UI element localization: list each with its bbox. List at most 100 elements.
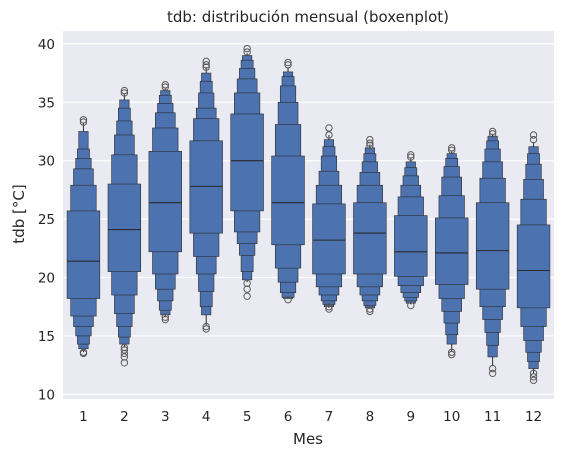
month-6-boxen (271, 58, 305, 304)
box-level-1 (353, 202, 387, 275)
box-level-1 (230, 113, 264, 212)
outlier-point (448, 350, 456, 359)
outlier-point (120, 353, 129, 361)
month-5-boxen (230, 44, 264, 300)
outlier-point (243, 44, 251, 53)
plot-background (63, 31, 554, 399)
outlier-point (325, 131, 333, 139)
outlier-point (161, 313, 169, 321)
box-level-1 (189, 140, 223, 234)
outlier-point (325, 305, 333, 313)
x-tick-3: 3 (161, 409, 170, 425)
x-tick-labels: 1 2 3 4 5 6 7 8 9 10 11 12 (79, 409, 542, 425)
outlier-point (529, 135, 538, 144)
outlier-point (120, 359, 129, 367)
outlier-point (243, 285, 251, 293)
outlier-point (488, 369, 497, 377)
outlier-point (284, 61, 292, 69)
chart-title: tdb: distribución mensual (boxenplot) (167, 8, 449, 26)
outlier-point (202, 57, 210, 66)
x-tick-2: 2 (120, 409, 129, 425)
y-tick-35: 35 (38, 95, 55, 111)
x-tick-11: 11 (484, 409, 501, 425)
outlier-point (161, 315, 169, 324)
outlier-point (243, 48, 251, 56)
x-tick-1: 1 (79, 409, 88, 425)
outlier-point (407, 151, 415, 159)
outlier-point (202, 325, 210, 333)
x-tick-12: 12 (525, 409, 542, 425)
x-tick-4: 4 (202, 409, 211, 425)
y-tick-30: 30 (38, 154, 55, 170)
x-tick-9: 9 (406, 409, 415, 425)
x-tick-7: 7 (325, 409, 334, 425)
outlier-point (366, 305, 374, 313)
box-level-1 (475, 202, 510, 290)
outlier-point (120, 349, 129, 358)
outlier-point (448, 348, 456, 356)
month-2-boxen (107, 86, 142, 367)
boxen-series (66, 44, 551, 385)
outlier-point (120, 86, 129, 95)
outlier-point (202, 322, 210, 331)
box-level-1 (148, 151, 182, 253)
outlier-point (488, 130, 497, 138)
month-4-boxen (189, 57, 223, 333)
outlier-point (120, 343, 129, 352)
outlier-point (325, 303, 333, 311)
box-level-1 (312, 203, 346, 275)
y-tick-40: 40 (38, 37, 55, 53)
outlier-point (448, 144, 456, 152)
outlier-point (488, 127, 497, 136)
outlier-point (79, 116, 88, 124)
outlier-point (243, 279, 251, 288)
outlier-point (202, 63, 210, 71)
outlier-point (529, 131, 538, 139)
outlier-point (284, 295, 292, 304)
box-level-1 (271, 155, 305, 246)
month-12-boxen (516, 131, 551, 385)
outlier-point (366, 307, 374, 316)
outlier-point (366, 139, 374, 147)
y-tick-10: 10 (38, 387, 55, 403)
outlier-point (366, 141, 374, 150)
outlier-point (284, 58, 292, 67)
outlier-point (161, 83, 169, 91)
outlier-point (79, 118, 88, 126)
outlier-point (488, 364, 497, 373)
outlier-point (529, 369, 538, 377)
x-tick-6: 6 (284, 409, 293, 425)
box-level-1 (394, 215, 428, 277)
month-9-boxen (394, 151, 428, 310)
outlier-point (529, 376, 538, 385)
y-tick-20: 20 (38, 271, 55, 287)
month-1-boxen (66, 116, 101, 358)
outlier-point (202, 61, 210, 69)
box-level-1 (107, 183, 142, 272)
outlier-point (120, 346, 129, 354)
box-level-1 (516, 224, 551, 309)
box-level-1 (66, 210, 101, 299)
x-tick-8: 8 (366, 409, 375, 425)
month-3-boxen (148, 81, 182, 324)
y-tick-labels: 10 15 20 25 30 35 40 (38, 37, 55, 403)
y-axis-label: tdb [°C] (10, 184, 28, 243)
x-axis-label: Mes (293, 430, 323, 448)
month-11-boxen (475, 127, 510, 377)
month-10-boxen (435, 144, 469, 359)
y-tick-25: 25 (38, 212, 55, 228)
x-tick-5: 5 (243, 409, 252, 425)
outlier-point (407, 153, 415, 161)
x-tick-10: 10 (443, 409, 460, 425)
outlier-point (529, 373, 538, 381)
box-level-1 (435, 217, 469, 285)
outlier-point (243, 292, 251, 300)
y-tick-15: 15 (38, 329, 55, 345)
outlier-point (448, 146, 456, 154)
outlier-point (407, 301, 415, 310)
y-gridlines (63, 43, 554, 395)
month-7-boxen (312, 124, 346, 313)
month-8-boxen (353, 135, 387, 316)
outlier-point (161, 81, 169, 89)
